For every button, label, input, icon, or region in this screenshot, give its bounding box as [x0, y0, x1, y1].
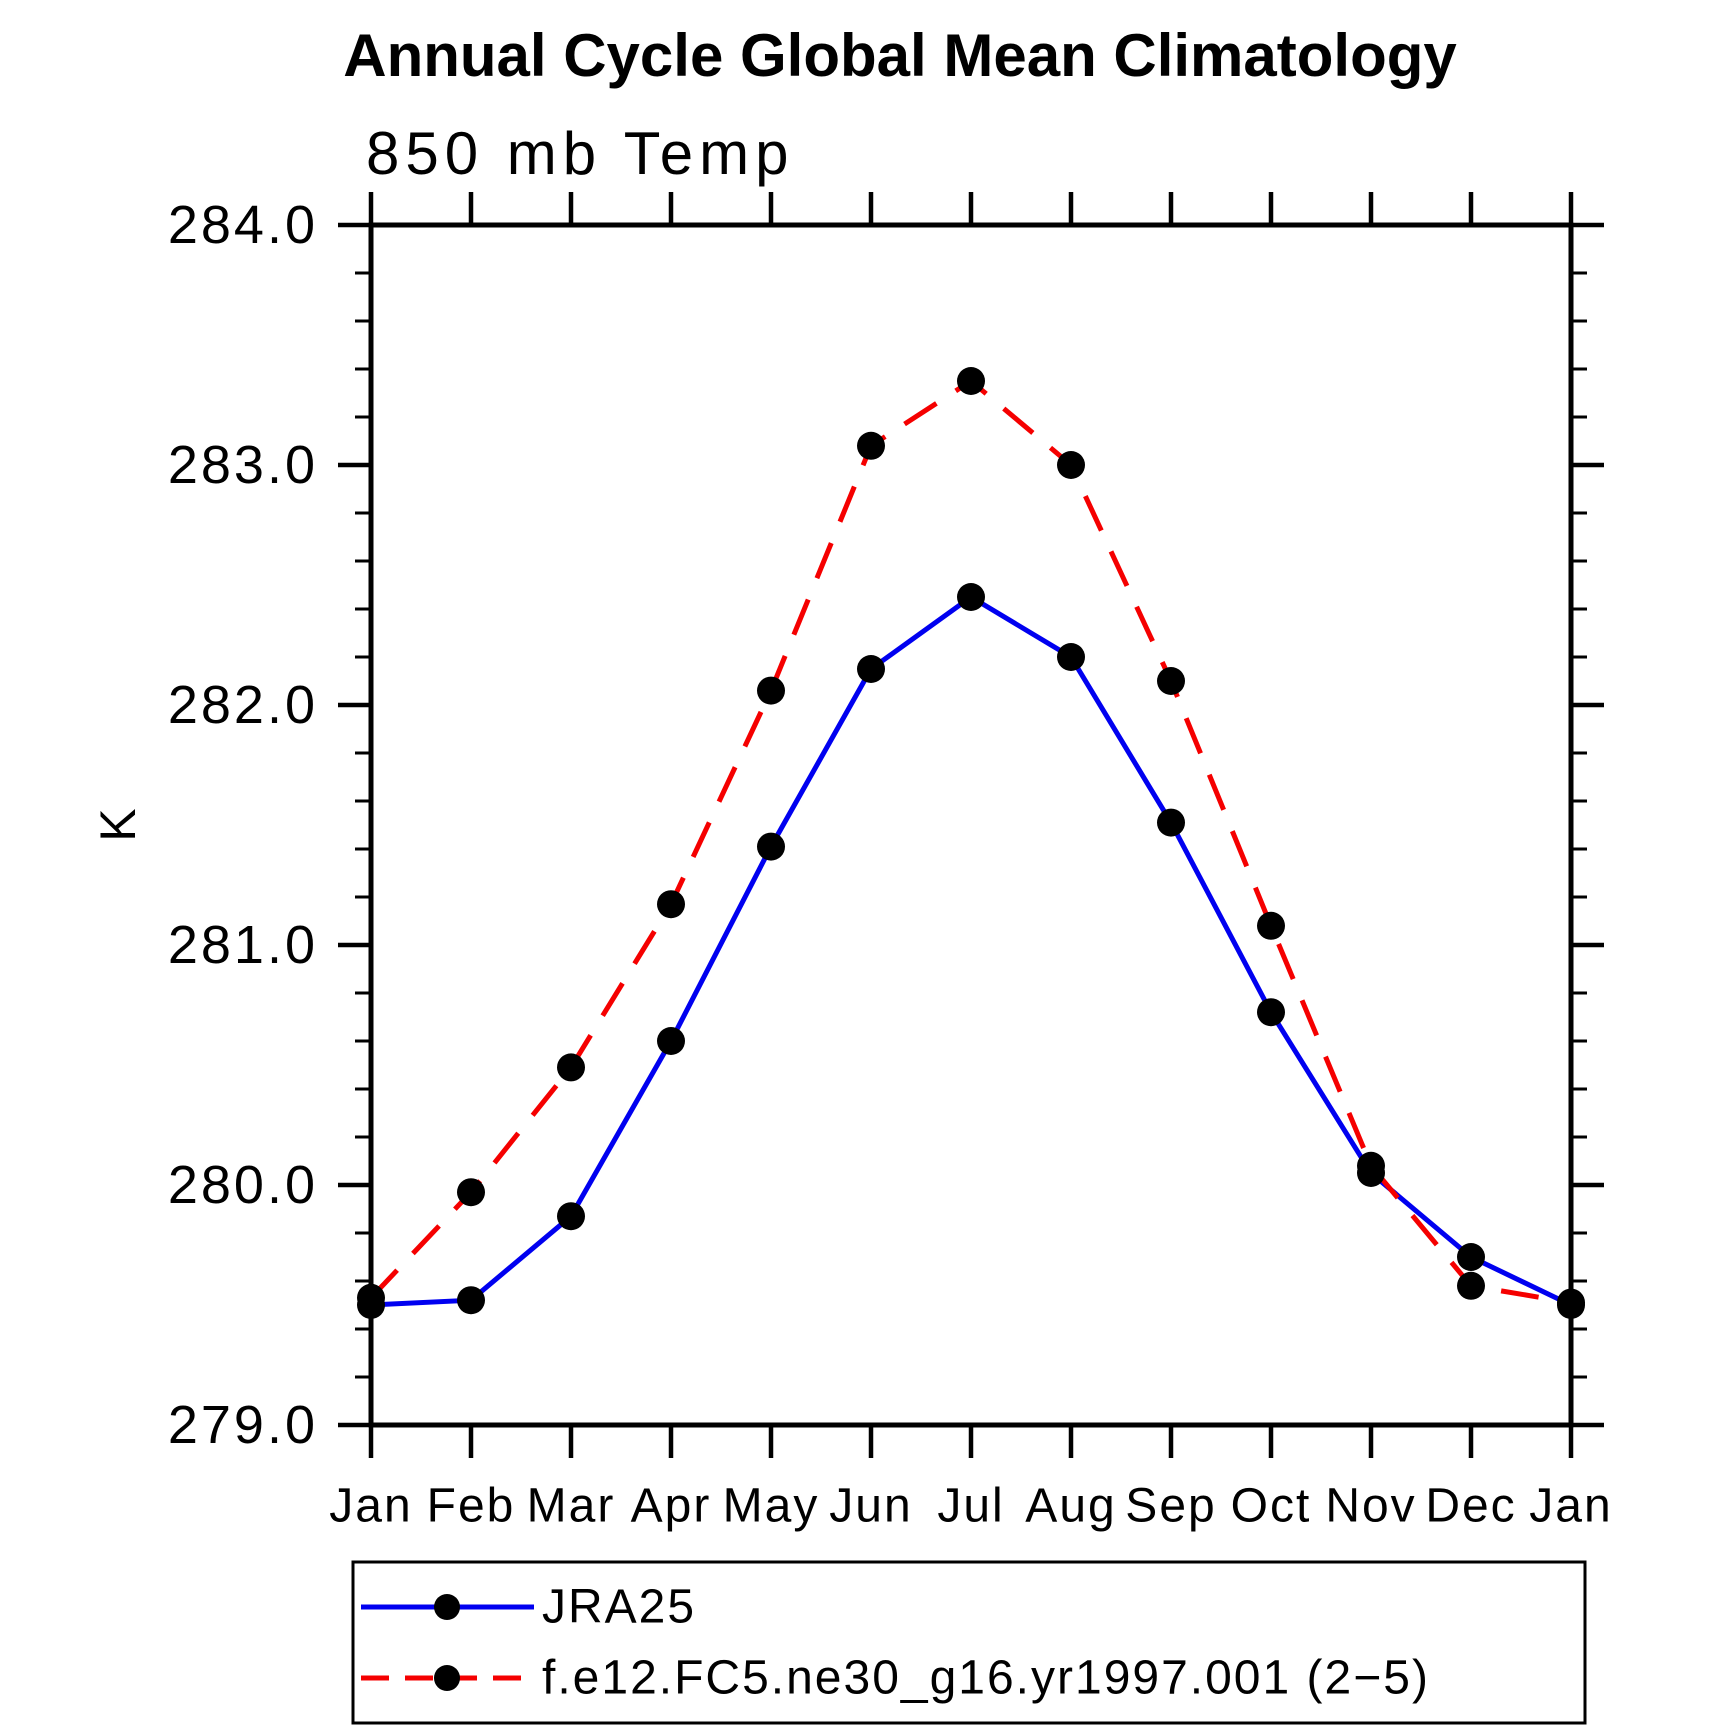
x-tick-label: Oct: [1231, 1480, 1312, 1533]
data-point-s1: [457, 1178, 485, 1207]
y-tick-label: 283.0: [168, 435, 318, 495]
x-tick-label: Feb: [427, 1480, 516, 1533]
data-point-s0: [1057, 643, 1085, 671]
legend: JRA25 f.e12.FC5.ne30_g16.yr1997.001 (2−5): [351, 1560, 1587, 1725]
y-tick-label: 284.0: [168, 195, 318, 255]
data-point-s1: [857, 431, 885, 460]
data-point-s1: [1457, 1271, 1485, 1300]
x-tick-label: Mar: [527, 1480, 616, 1533]
x-tick-label: Apr: [631, 1480, 712, 1533]
data-point-s0: [1457, 1243, 1485, 1271]
axis-frame: [368, 222, 1574, 1428]
y-tick-label: 280.0: [168, 1155, 318, 1215]
chart-title: Annual Cycle Global Mean Climatology: [343, 22, 1457, 89]
data-point-s1: [1157, 667, 1185, 695]
x-tick-label: Sep: [1125, 1480, 1216, 1533]
data-point-s1: [557, 1053, 585, 1082]
series-line-1: [369, 377, 1572, 1306]
data-point-s0: [757, 832, 785, 861]
data-point-s0: [1157, 808, 1185, 837]
data-point-s1: [1357, 1151, 1385, 1180]
data-point-s0: [1257, 998, 1285, 1027]
legend-sample-marker-0: [434, 1594, 460, 1620]
data-point-s0: [457, 1286, 485, 1315]
y-tick-label: 281.0: [168, 915, 318, 975]
data-point-s1: [957, 367, 985, 395]
data-point-s0: [557, 1202, 585, 1231]
data-point-s0: [857, 655, 885, 683]
y-axis-label: K: [90, 808, 146, 842]
x-tick-label: May: [723, 1480, 820, 1533]
chart-subtitle: 850 mb Temp: [366, 120, 795, 187]
data-point-s1: [1257, 911, 1285, 940]
x-tick-label: Jul: [937, 1480, 1004, 1533]
y-tick-label: 279.0: [168, 1395, 318, 1455]
data-point-s1: [357, 1283, 385, 1312]
data-point-s1: [657, 890, 685, 919]
x-tick-label: Nov: [1325, 1480, 1416, 1533]
data-point-s1: [1557, 1288, 1585, 1317]
data-point-s0: [957, 583, 985, 611]
y-tick-label: 282.0: [168, 675, 318, 735]
x-tick-label: Dec: [1425, 1480, 1516, 1533]
series-line-0: [370, 594, 1573, 1308]
x-tick-label: Jun: [829, 1480, 912, 1533]
x-tick-label: Aug: [1025, 1480, 1116, 1533]
x-tick-label: Jan: [329, 1480, 412, 1533]
data-point-s0: [657, 1027, 685, 1055]
x-tick-label: Jan: [1529, 1480, 1612, 1533]
legend-label-1: f.e12.FC5.ne30_g16.yr1997.001 (2−5): [542, 1652, 1430, 1705]
data-point-s1: [757, 676, 785, 705]
legend-box: [351, 1560, 1587, 1725]
legend-label-0: JRA25: [542, 1581, 696, 1634]
data-point-s1: [1057, 451, 1085, 479]
legend-sample-marker-1: [434, 1665, 460, 1691]
